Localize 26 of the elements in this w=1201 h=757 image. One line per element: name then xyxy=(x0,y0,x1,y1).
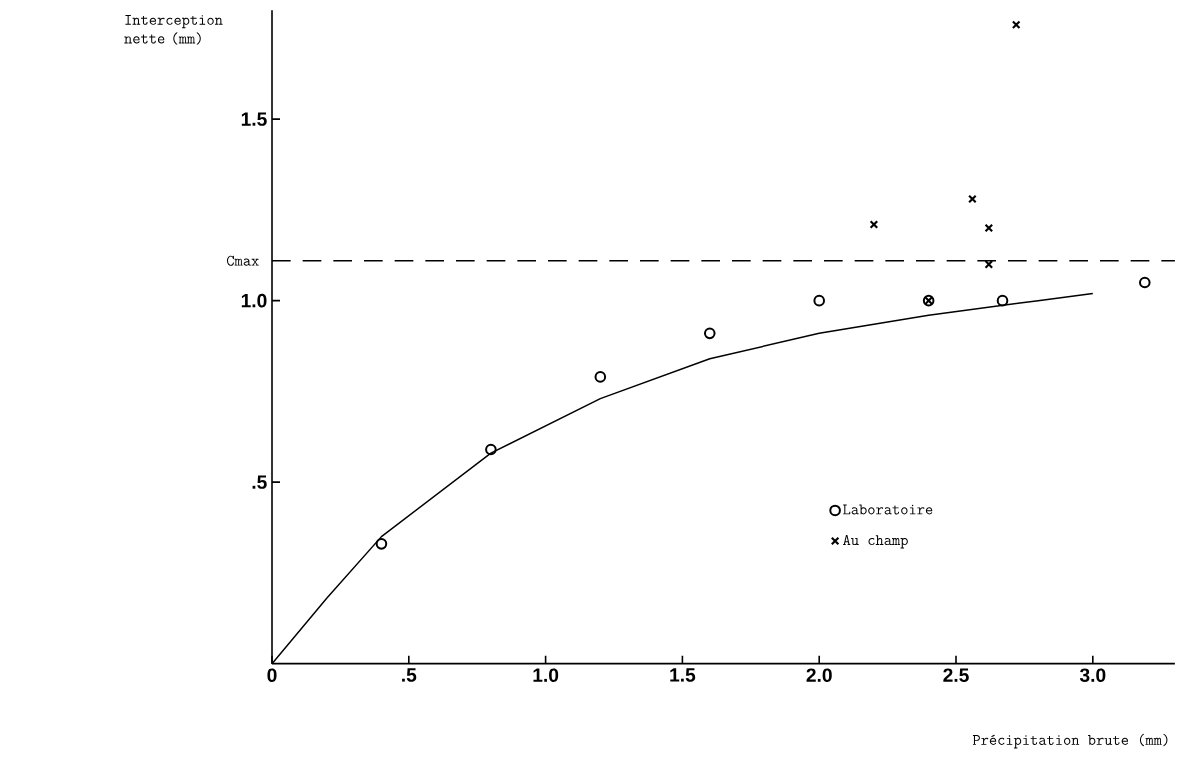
point xyxy=(485,443,497,456)
point xyxy=(375,538,388,550)
x-tick-label: 1.5 xyxy=(670,668,696,682)
point xyxy=(984,223,994,233)
y-tick-label: 1.5 xyxy=(241,112,267,126)
y-tick-label: 1.0 xyxy=(241,293,267,308)
point xyxy=(1011,20,1021,30)
legend-label: Au champ xyxy=(843,534,908,549)
point xyxy=(594,371,607,383)
point xyxy=(968,194,977,204)
x-tick-label: 2.5 xyxy=(943,668,969,682)
point xyxy=(1139,276,1151,289)
point xyxy=(996,294,1009,307)
x-tick-label: .5 xyxy=(402,668,417,682)
point xyxy=(813,294,826,307)
x-tick-label: 0 xyxy=(267,668,277,682)
x-tick-label: 2.0 xyxy=(806,668,832,682)
x-tick-label: 3.0 xyxy=(1079,668,1106,682)
y-tick-label: .5 xyxy=(252,475,267,489)
y-axis-title: Interception nette (mm) xyxy=(124,14,223,45)
point xyxy=(703,327,716,340)
legend-label: Laboratoire xyxy=(843,504,933,515)
x-tick-label: 1.0 xyxy=(533,668,559,682)
x-axis-title: Précipitation brute (mm) xyxy=(972,733,1168,749)
point xyxy=(869,220,879,229)
ref-line-label: Cmax xyxy=(226,255,259,266)
